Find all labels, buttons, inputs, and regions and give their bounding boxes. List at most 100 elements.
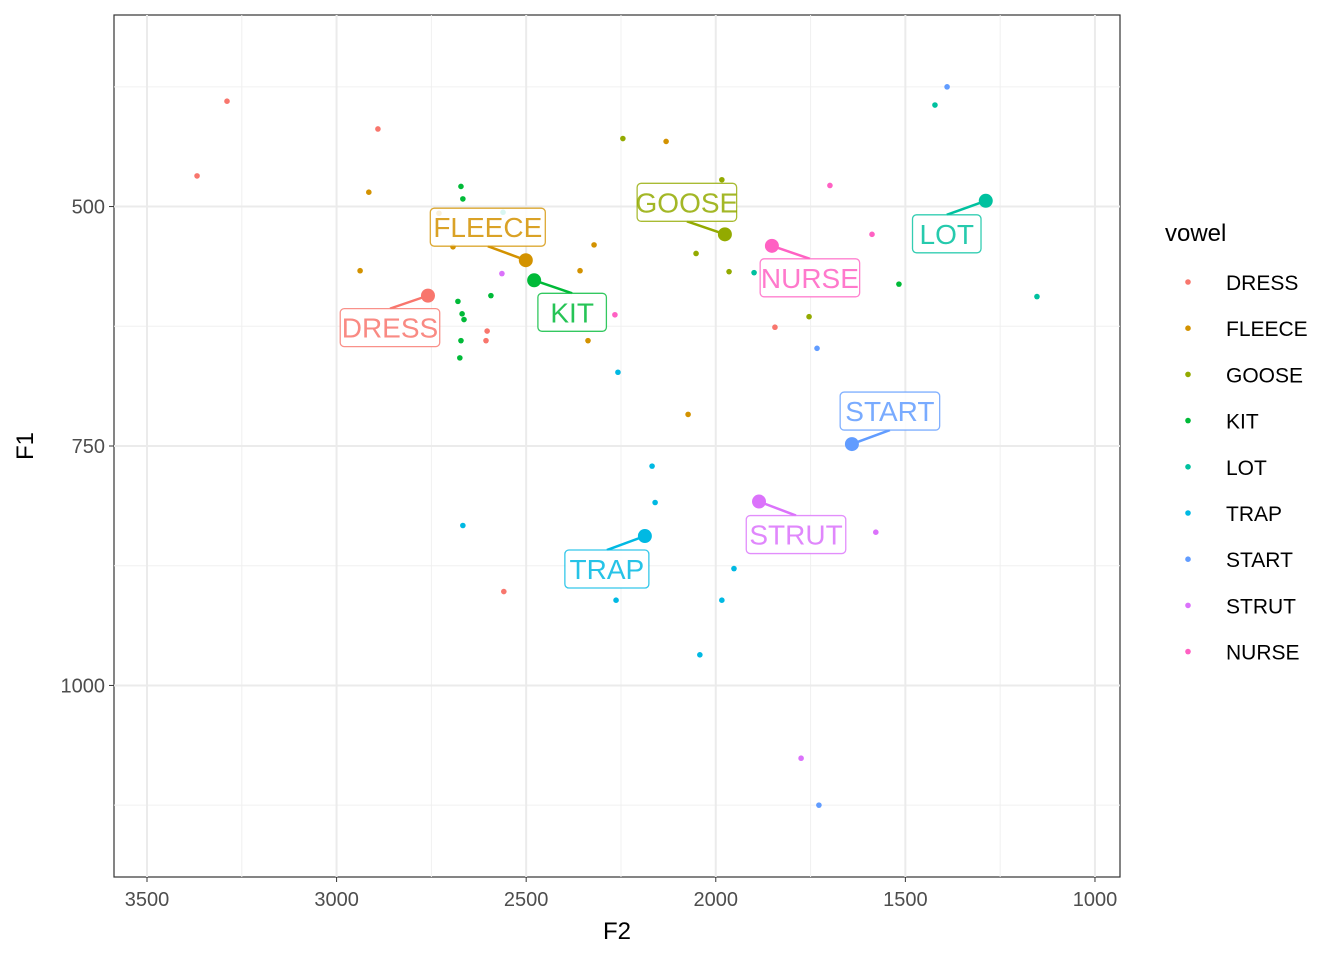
data-point-lot bbox=[932, 102, 938, 108]
data-point-dress bbox=[772, 324, 778, 331]
x-tick-label: 2500 bbox=[504, 889, 549, 911]
label-box bbox=[564, 549, 650, 589]
data-point-trap bbox=[719, 597, 725, 604]
vowel-label: TRAP bbox=[570, 554, 645, 585]
legend-label: KIT bbox=[1226, 411, 1259, 434]
legend-key bbox=[1185, 602, 1191, 609]
data-point-goose bbox=[693, 250, 699, 257]
legend-label: TRAP bbox=[1226, 503, 1282, 526]
label-box bbox=[745, 514, 847, 555]
vowel-label: KIT bbox=[550, 297, 594, 328]
data-point-goose bbox=[806, 313, 812, 320]
data-point-kit bbox=[488, 292, 494, 299]
data-point-goose bbox=[620, 135, 626, 142]
x-tick-label: 1000 bbox=[1073, 889, 1118, 911]
data-point-trap bbox=[649, 463, 655, 469]
label-connector bbox=[487, 245, 527, 262]
data-point-dress bbox=[194, 173, 200, 179]
data-point-fleece bbox=[366, 189, 372, 195]
label-connector bbox=[771, 244, 811, 261]
label-connector bbox=[946, 199, 987, 216]
data-point-dress bbox=[501, 588, 507, 595]
legend-key bbox=[1185, 556, 1191, 562]
data-point-kit bbox=[455, 298, 461, 305]
data-point-trap bbox=[731, 565, 737, 572]
data-point-kit bbox=[458, 183, 464, 190]
data-point-lot bbox=[1034, 293, 1040, 300]
y-axis-title: F1 bbox=[12, 432, 39, 460]
legend: DRESS FLEECE GOOSE KIT LOT TRAP START STRUT NURS… bbox=[1185, 272, 1308, 665]
data-point-fleece bbox=[685, 411, 691, 418]
label-connector bbox=[606, 534, 646, 552]
label-box bbox=[839, 391, 941, 431]
vowel-label: LOT bbox=[920, 219, 974, 250]
data-point-start bbox=[814, 345, 820, 352]
data-point-start bbox=[944, 84, 950, 90]
legend-key bbox=[1185, 417, 1191, 424]
data-point-goose bbox=[726, 268, 732, 275]
legend-key bbox=[1185, 371, 1191, 378]
data-point-fleece bbox=[577, 267, 583, 274]
legend-key bbox=[1185, 510, 1191, 516]
x-tick-label: 3500 bbox=[125, 889, 170, 911]
legend-title: vowel bbox=[1165, 220, 1226, 247]
data-point-start bbox=[816, 802, 822, 808]
legend-label: DRESS bbox=[1226, 272, 1298, 295]
label-box bbox=[339, 307, 441, 348]
label-connector bbox=[533, 279, 573, 295]
legend-key bbox=[1185, 279, 1191, 285]
label-box bbox=[537, 292, 608, 332]
legend-label: FLEECE bbox=[1226, 318, 1308, 341]
label-connector bbox=[758, 500, 797, 517]
data-point-strut bbox=[499, 270, 505, 277]
data-point-kit bbox=[457, 355, 463, 361]
y-tick-label: 500 bbox=[72, 197, 105, 219]
data-point-lot bbox=[751, 269, 757, 276]
vowel-label: NURSE bbox=[761, 263, 859, 294]
data-point-dress bbox=[224, 98, 230, 104]
legend-label: START bbox=[1226, 549, 1293, 572]
data-point-trap bbox=[697, 651, 703, 658]
legend-label: LOT bbox=[1226, 457, 1267, 480]
legend-label: STRUT bbox=[1226, 595, 1296, 618]
legend-label: GOOSE bbox=[1226, 364, 1303, 387]
vowel-label: START bbox=[845, 396, 934, 427]
vowel-label: FLEECE bbox=[433, 212, 542, 243]
label-connector bbox=[389, 294, 429, 310]
data-point-trap bbox=[652, 499, 658, 506]
data-point-trap bbox=[613, 597, 619, 604]
label-box bbox=[759, 258, 861, 298]
data-point-fleece bbox=[357, 267, 363, 274]
legend-label: NURSE bbox=[1226, 642, 1300, 665]
data-point-strut bbox=[798, 755, 804, 762]
label-box bbox=[636, 182, 738, 222]
data-point-dress bbox=[483, 337, 489, 344]
data-point-kit bbox=[458, 337, 464, 344]
label-box bbox=[911, 214, 982, 254]
data-point-trap bbox=[460, 522, 466, 529]
data-point-goose bbox=[719, 176, 725, 183]
data-point-kit bbox=[460, 196, 466, 202]
vowel-label: GOOSE bbox=[636, 187, 739, 218]
y-tick-label: 1000 bbox=[61, 675, 106, 697]
data-point-dress bbox=[484, 328, 490, 334]
x-axis-title: F2 bbox=[603, 918, 631, 945]
data-point-kit bbox=[461, 316, 467, 323]
x-tick-label: 2000 bbox=[694, 889, 739, 911]
label-connector bbox=[851, 428, 891, 446]
data-point-fleece bbox=[591, 242, 597, 248]
legend-key bbox=[1185, 648, 1191, 655]
vowel-label: STRUT bbox=[749, 520, 842, 551]
data-point-nurse bbox=[827, 182, 833, 189]
data-point-fleece bbox=[663, 138, 669, 145]
legend-key bbox=[1185, 325, 1191, 332]
vowel-label: DRESS bbox=[342, 313, 438, 344]
data-point-nurse bbox=[612, 311, 618, 318]
data-point-trap bbox=[615, 369, 621, 376]
x-tick-label: 1500 bbox=[883, 889, 928, 911]
data-point-fleece bbox=[585, 337, 591, 344]
data-point-kit bbox=[459, 311, 465, 317]
x-tick-label: 3000 bbox=[314, 889, 359, 911]
label-connector bbox=[686, 220, 726, 236]
